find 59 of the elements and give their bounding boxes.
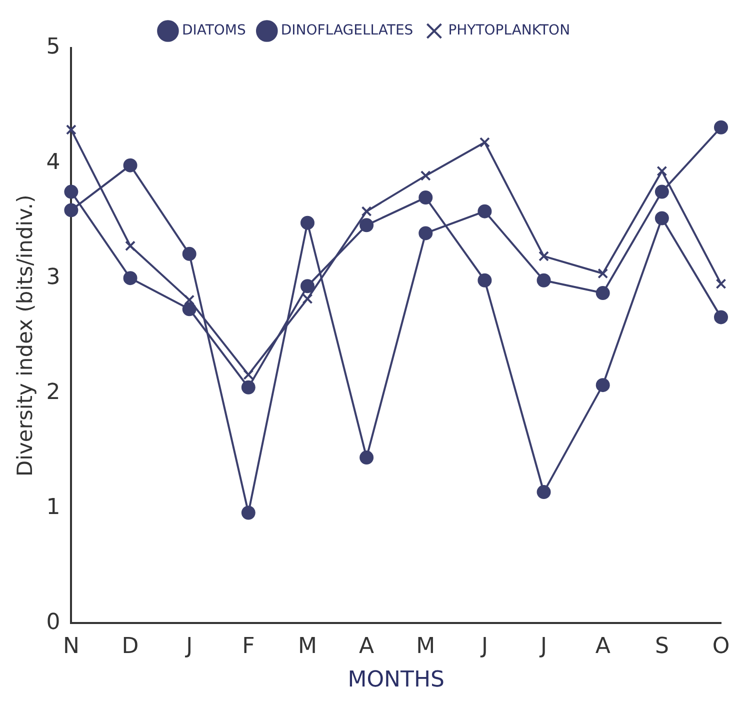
x-tick-label: A	[359, 634, 374, 660]
point	[536, 485, 551, 500]
point	[538, 250, 550, 262]
point	[182, 246, 196, 261]
point	[123, 158, 138, 172]
point	[361, 206, 372, 217]
point	[716, 278, 726, 290]
point	[420, 170, 431, 181]
point	[125, 240, 136, 252]
point	[598, 268, 608, 279]
x-axis-title: MONTHS	[348, 668, 444, 693]
x-tick-label: A	[595, 634, 610, 660]
y-tick-label: 4	[46, 150, 60, 175]
point	[714, 120, 728, 134]
x-tick-label: M	[416, 634, 436, 660]
point	[241, 506, 256, 520]
point	[243, 369, 254, 380]
y-axis-title: Diversity index (bits/indiv.)	[13, 194, 38, 477]
point	[596, 378, 610, 392]
x-tick-label: M	[298, 634, 317, 660]
point	[302, 294, 313, 304]
y-tick-label: 0	[46, 610, 60, 635]
x-tick-label: O	[712, 634, 730, 660]
point	[656, 166, 668, 176]
y-tick-label: 3	[46, 264, 60, 290]
point	[418, 226, 433, 240]
point	[654, 211, 669, 226]
x-tick-label: S	[654, 634, 669, 660]
x-tick-label: J	[479, 634, 488, 660]
point	[478, 204, 492, 218]
x-tick-label: J	[538, 634, 548, 660]
point	[654, 184, 669, 199]
point	[714, 310, 728, 324]
point	[123, 271, 138, 286]
x-tick-label: F	[242, 634, 255, 660]
y-tick-label: 1	[46, 494, 60, 520]
x-tick-label: J	[184, 634, 193, 660]
legend-label: DINOFLAGELLATES	[280, 22, 414, 39]
point	[182, 302, 196, 316]
x-tick-label: D	[122, 634, 139, 660]
point	[66, 124, 76, 135]
y-tick-label: 5	[46, 34, 60, 60]
legend-label: DIATOMS	[182, 22, 246, 39]
point	[479, 137, 490, 148]
point	[300, 216, 314, 230]
point	[360, 450, 374, 465]
legend-label: PHYTOPLANKTON	[448, 22, 570, 39]
point	[300, 279, 314, 294]
point	[478, 273, 492, 288]
point	[536, 273, 551, 288]
point	[64, 184, 78, 199]
point	[64, 203, 78, 218]
y-tick-label: 2	[46, 380, 60, 405]
point	[596, 286, 610, 300]
x-tick-label: N	[62, 634, 80, 660]
point	[418, 190, 433, 205]
point	[184, 294, 195, 306]
point	[241, 380, 256, 394]
point	[360, 218, 374, 232]
